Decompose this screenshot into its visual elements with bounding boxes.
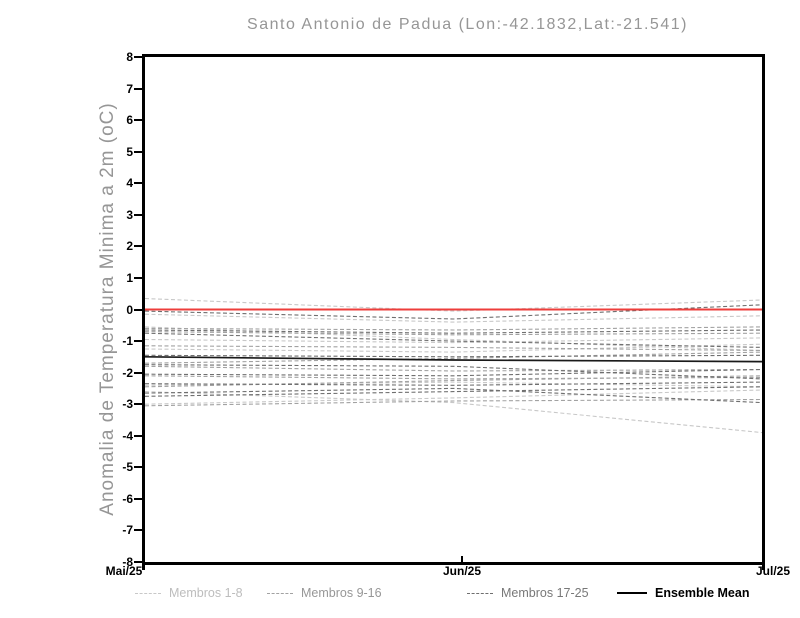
y-tick-mark	[134, 308, 142, 311]
member-line-20	[145, 354, 762, 358]
y-tick-mark	[134, 371, 142, 374]
member-line-5	[145, 381, 762, 388]
legend-label: Membros 9-16	[301, 586, 382, 600]
x-tick-label-Jul-25: Jul/25	[755, 564, 791, 578]
y-tick-label-2: 2	[126, 239, 133, 254]
member-line-11	[145, 345, 762, 352]
y-tick-label-8: 8	[126, 50, 133, 64]
y-tick-mark	[134, 434, 142, 437]
y-tick-label--8: -8	[122, 555, 133, 569]
member-line-9	[145, 326, 762, 331]
legend-item-ensemble-mean: Ensemble Mean	[617, 584, 749, 602]
plot-lines	[145, 297, 762, 434]
y-tick-label-7: 7	[126, 81, 133, 96]
member-line-4	[145, 343, 762, 353]
member-line-3	[145, 337, 762, 344]
y-tick-mark	[134, 182, 142, 185]
y-tick-label--5: -5	[122, 460, 133, 475]
y-tick-mark	[134, 119, 142, 122]
y-tick-label-1: 1	[126, 270, 133, 285]
member-line-22	[145, 368, 762, 377]
y-tick-mark	[134, 497, 142, 500]
ensemble-mean-line	[145, 355, 762, 363]
member-line-13	[145, 365, 762, 372]
y-tick-label-6: 6	[126, 113, 133, 128]
member-line-23	[145, 381, 762, 386]
member-line-21	[145, 364, 762, 380]
legend-line-sample	[135, 592, 161, 594]
member-line-12	[145, 351, 762, 364]
y-tick-label--7: -7	[122, 523, 133, 538]
y-tick-mark	[134, 276, 142, 279]
left-axis-overshoot	[142, 565, 145, 570]
x-tick-label-Mai-25: Mai/25	[105, 564, 143, 578]
y-tick-label--2: -2	[122, 365, 133, 380]
y-tick-label-4: 4	[126, 176, 133, 191]
member-line-7	[145, 389, 762, 405]
y-tick-label--1: -1	[122, 334, 133, 349]
legend-line-sample	[617, 592, 647, 594]
y-tick-label--4: -4	[122, 428, 133, 443]
y-tick-label-5: 5	[126, 144, 133, 159]
y-tick-mark	[134, 56, 142, 58]
y-tick-mark	[134, 340, 142, 343]
y-tick-mark	[134, 529, 142, 532]
member-line-2	[145, 313, 762, 323]
member-line-6	[145, 391, 762, 434]
member-line-1	[145, 297, 762, 312]
legend-item-membros-1-8: Membros 1-8	[135, 584, 243, 602]
member-line-15	[145, 375, 762, 388]
y-tick-mark	[134, 561, 142, 563]
member-line-19	[145, 332, 762, 348]
y-tick-label-3: 3	[126, 207, 133, 222]
member-line-24	[145, 387, 762, 404]
y-tick-mark	[134, 213, 142, 216]
legend-item-membros-9-16: Membros 9-16	[267, 584, 382, 602]
member-line-8	[145, 326, 762, 352]
legend-item-membros-17-25: Membros 17-25	[467, 584, 589, 602]
legend-label: Membros 1-8	[169, 586, 243, 600]
legend-label: Ensemble Mean	[655, 586, 750, 600]
y-tick-mark	[134, 87, 142, 90]
legend-line-sample	[467, 592, 493, 594]
chart-title: Santo Antonio de Padua (Lon:-42.1832,Lat…	[247, 16, 688, 33]
member-line-16	[145, 398, 762, 407]
y-tick-mark	[134, 150, 142, 153]
y-tick-mark	[134, 466, 142, 469]
right-axis-overshoot	[762, 565, 765, 570]
y-tick-label-0: 0	[126, 302, 133, 317]
y-tick-label--3: -3	[122, 397, 133, 412]
legend-line-sample	[267, 592, 293, 594]
y-tick-mark	[134, 245, 142, 248]
member-line-25	[145, 386, 762, 397]
x-tick-label-Jun-25: Jun/25	[442, 564, 481, 578]
legend: Membros 1-8 Membros 9-16 Membros 17-25 Ense…	[0, 584, 800, 602]
x-tick-mark	[461, 556, 463, 562]
member-line-10	[145, 331, 762, 336]
legend-label: Membros 17-25	[501, 586, 589, 600]
member-line-18	[145, 329, 762, 334]
y-tick-mark	[134, 403, 142, 406]
y-tick-label--6: -6	[122, 491, 133, 506]
plot-area	[142, 54, 765, 565]
